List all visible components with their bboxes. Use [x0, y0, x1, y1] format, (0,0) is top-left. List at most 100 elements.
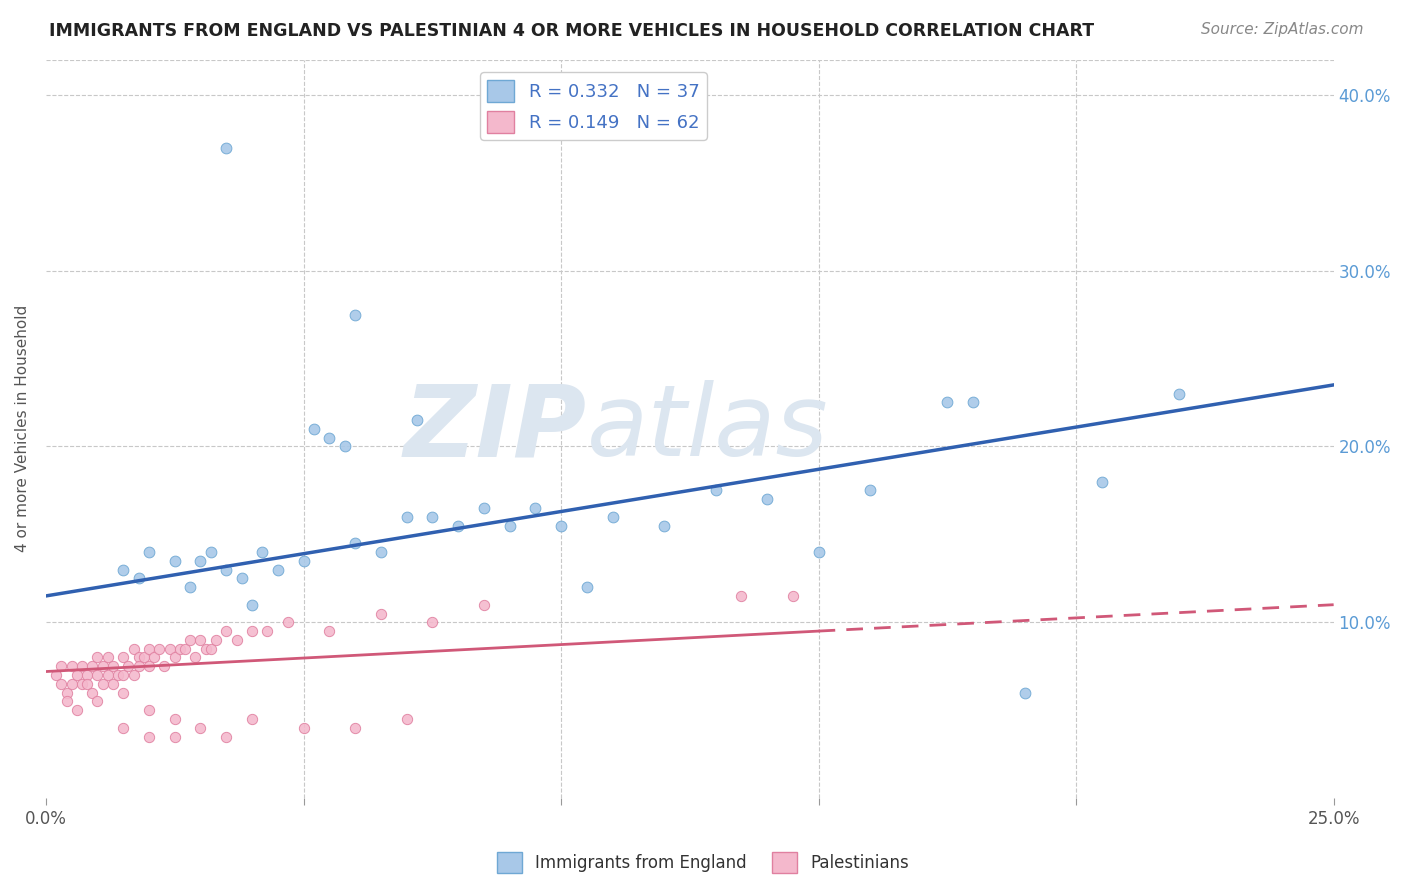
Point	[240, 712, 263, 726]
Point	[1168, 386, 1191, 401]
Point	[86, 694, 108, 708]
Point	[190, 721, 212, 735]
Point	[91, 677, 114, 691]
Point	[240, 598, 263, 612]
Point	[45, 668, 67, 682]
Point	[174, 641, 197, 656]
Point	[370, 545, 392, 559]
Point	[343, 536, 366, 550]
Point	[128, 571, 150, 585]
Legend: R = 0.332   N = 37, R = 0.149   N = 62: R = 0.332 N = 37, R = 0.149 N = 62	[479, 72, 707, 140]
Point	[240, 624, 263, 638]
Point	[730, 589, 752, 603]
Point	[498, 518, 520, 533]
Point	[704, 483, 727, 498]
Point	[405, 413, 427, 427]
Point	[205, 632, 228, 647]
Point	[859, 483, 882, 498]
Point	[447, 518, 470, 533]
Point	[143, 650, 166, 665]
Point	[163, 554, 186, 568]
Point	[200, 545, 222, 559]
Point	[277, 615, 299, 630]
Point	[190, 554, 212, 568]
Point	[86, 650, 108, 665]
Point	[70, 677, 93, 691]
Point	[117, 659, 139, 673]
Point	[82, 685, 104, 699]
Point	[122, 641, 145, 656]
Point	[138, 703, 160, 717]
Text: atlas: atlas	[586, 380, 828, 477]
Point	[153, 659, 176, 673]
Point	[343, 721, 366, 735]
Point	[370, 607, 392, 621]
Point	[76, 677, 98, 691]
Point	[179, 632, 201, 647]
Point	[138, 659, 160, 673]
Point	[200, 641, 222, 656]
Point	[169, 641, 191, 656]
Point	[60, 659, 83, 673]
Point	[70, 659, 93, 673]
Point	[112, 562, 135, 576]
Point	[132, 650, 155, 665]
Text: IMMIGRANTS FROM ENGLAND VS PALESTINIAN 4 OR MORE VEHICLES IN HOUSEHOLD CORRELATI: IMMIGRANTS FROM ENGLAND VS PALESTINIAN 4…	[49, 22, 1094, 40]
Point	[60, 677, 83, 691]
Point	[179, 580, 201, 594]
Point	[97, 668, 120, 682]
Point	[292, 554, 315, 568]
Point	[343, 308, 366, 322]
Point	[148, 641, 170, 656]
Point	[112, 685, 135, 699]
Point	[76, 668, 98, 682]
Point	[420, 615, 443, 630]
Point	[184, 650, 207, 665]
Point	[101, 659, 124, 673]
Point	[91, 659, 114, 673]
Text: Source: ZipAtlas.com: Source: ZipAtlas.com	[1201, 22, 1364, 37]
Point	[66, 668, 89, 682]
Point	[138, 545, 160, 559]
Legend: Immigrants from England, Palestinians: Immigrants from England, Palestinians	[491, 846, 915, 880]
Point	[112, 668, 135, 682]
Point	[292, 721, 315, 735]
Point	[756, 492, 779, 507]
Point	[395, 509, 418, 524]
Point	[936, 395, 959, 409]
Point	[256, 624, 278, 638]
Point	[652, 518, 675, 533]
Point	[112, 721, 135, 735]
Point	[128, 659, 150, 673]
Y-axis label: 4 or more Vehicles in Household: 4 or more Vehicles in Household	[15, 305, 30, 552]
Point	[472, 501, 495, 516]
Point	[472, 598, 495, 612]
Point	[215, 624, 238, 638]
Point	[215, 730, 238, 744]
Point	[82, 659, 104, 673]
Point	[524, 501, 547, 516]
Point	[128, 650, 150, 665]
Point	[962, 395, 984, 409]
Point	[252, 545, 274, 559]
Point	[267, 562, 290, 576]
Point	[51, 677, 73, 691]
Point	[190, 632, 212, 647]
Point	[159, 641, 181, 656]
Point	[215, 140, 238, 154]
Point	[163, 730, 186, 744]
Point	[333, 440, 356, 454]
Point	[66, 703, 89, 717]
Point	[51, 659, 73, 673]
Point	[107, 668, 129, 682]
Point	[138, 730, 160, 744]
Point	[86, 668, 108, 682]
Point	[231, 571, 253, 585]
Point	[97, 650, 120, 665]
Point	[1014, 685, 1036, 699]
Point	[395, 712, 418, 726]
Point	[194, 641, 217, 656]
Point	[163, 712, 186, 726]
Point	[1091, 475, 1114, 489]
Point	[138, 641, 160, 656]
